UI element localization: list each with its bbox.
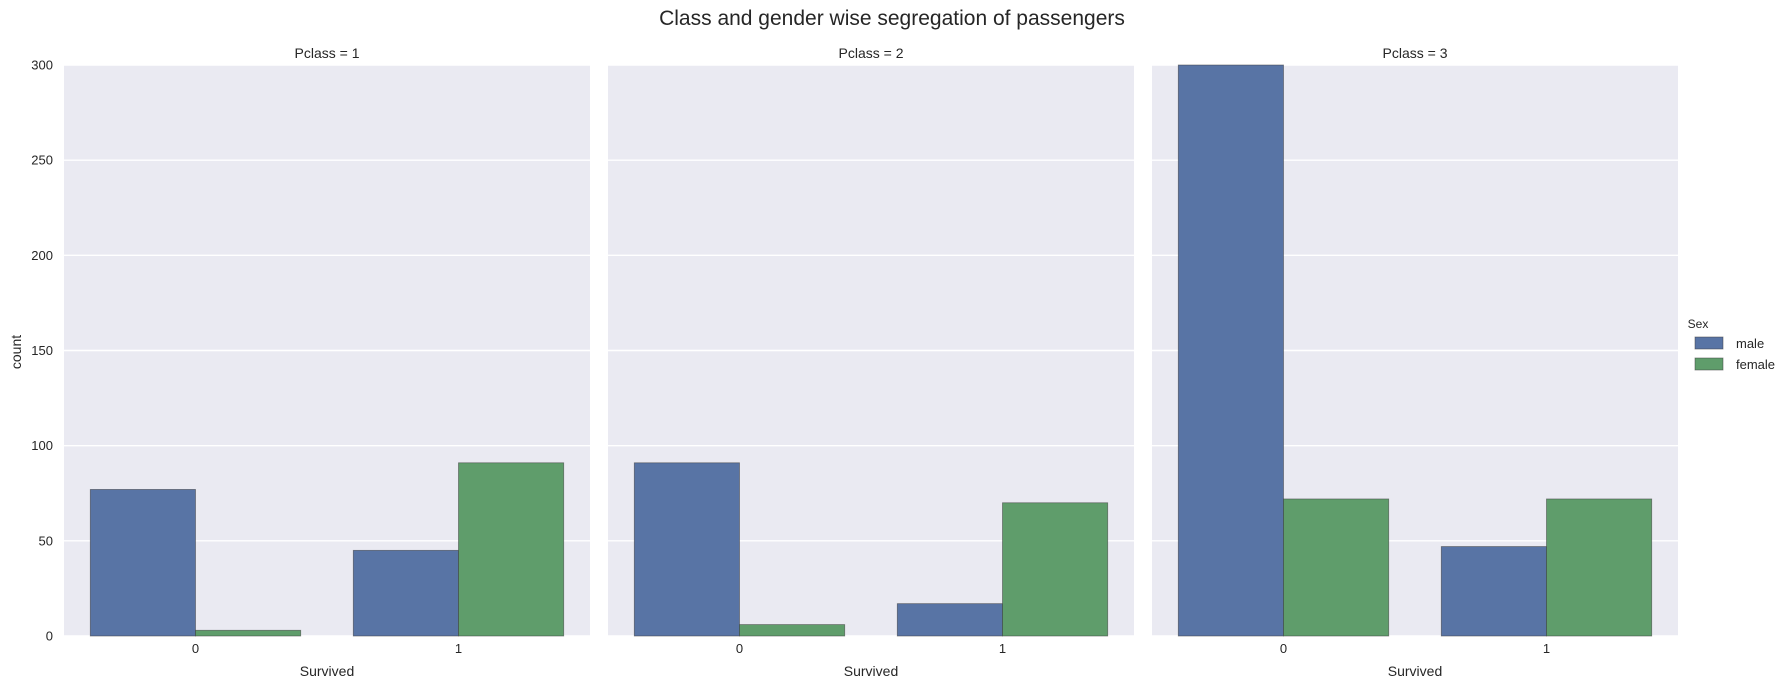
legend: Sex male female bbox=[1688, 317, 1775, 372]
bar-male-1 bbox=[352, 549, 459, 637]
bar-female-0 bbox=[1283, 498, 1390, 637]
bar-female-0 bbox=[195, 629, 302, 637]
y-tick-label: 150 bbox=[31, 343, 53, 358]
y-tick-label: 200 bbox=[31, 248, 53, 263]
panel-title: Pclass = 2 bbox=[839, 45, 904, 61]
bar-female-1 bbox=[1546, 498, 1653, 637]
x-axis-label: Survived bbox=[1388, 663, 1442, 679]
bar-female-1 bbox=[458, 462, 565, 637]
bar-male-1 bbox=[896, 603, 1003, 637]
y-axis-label: count bbox=[8, 335, 24, 369]
x-tick-label: 0 bbox=[1280, 641, 1287, 656]
facet-panel-1: Pclass = 1 0 1 Survived 0 50 100 150 200 250 300 bbox=[31, 45, 590, 679]
bar-male-0 bbox=[633, 462, 740, 637]
x-tick-label: 0 bbox=[736, 641, 743, 656]
x-tick-label: 0 bbox=[192, 641, 199, 656]
legend-label-male: male bbox=[1736, 336, 1764, 351]
bar-male-0 bbox=[1177, 64, 1284, 637]
facet-panel-2: Pclass = 2 0 1 Survived bbox=[608, 45, 1134, 679]
y-tick-label: 50 bbox=[39, 533, 53, 548]
legend-label-female: female bbox=[1736, 357, 1775, 372]
y-tick-label: 100 bbox=[31, 438, 53, 453]
chart-title: Class and gender wise segregation of pas… bbox=[659, 7, 1125, 30]
bar-male-0 bbox=[89, 489, 196, 637]
facet-panel-3: Pclass = 3 0 1 Survived bbox=[1152, 45, 1678, 679]
panel-title: Pclass = 1 bbox=[295, 45, 360, 61]
x-axis-label: Survived bbox=[300, 663, 354, 679]
facet-panels: Pclass = 10 1Survived050100150200250300Pc… bbox=[31, 45, 1678, 679]
x-tick-label: 1 bbox=[999, 641, 1006, 656]
panel-title: Pclass = 3 bbox=[1383, 45, 1448, 61]
bar-female-0 bbox=[739, 624, 846, 637]
y-tick-label: 300 bbox=[31, 58, 53, 73]
legend-title: Sex bbox=[1688, 317, 1709, 331]
x-axis-label: Survived bbox=[844, 663, 898, 679]
x-tick-label: 1 bbox=[455, 641, 462, 656]
legend-swatch-female bbox=[1694, 357, 1724, 371]
legend-swatch-male bbox=[1694, 336, 1724, 350]
y-tick-label: 0 bbox=[46, 629, 53, 644]
y-tick-label: 250 bbox=[31, 153, 53, 168]
bar-male-1 bbox=[1440, 546, 1547, 637]
x-tick-label: 1 bbox=[1543, 641, 1550, 656]
bar-female-1 bbox=[1002, 502, 1109, 637]
